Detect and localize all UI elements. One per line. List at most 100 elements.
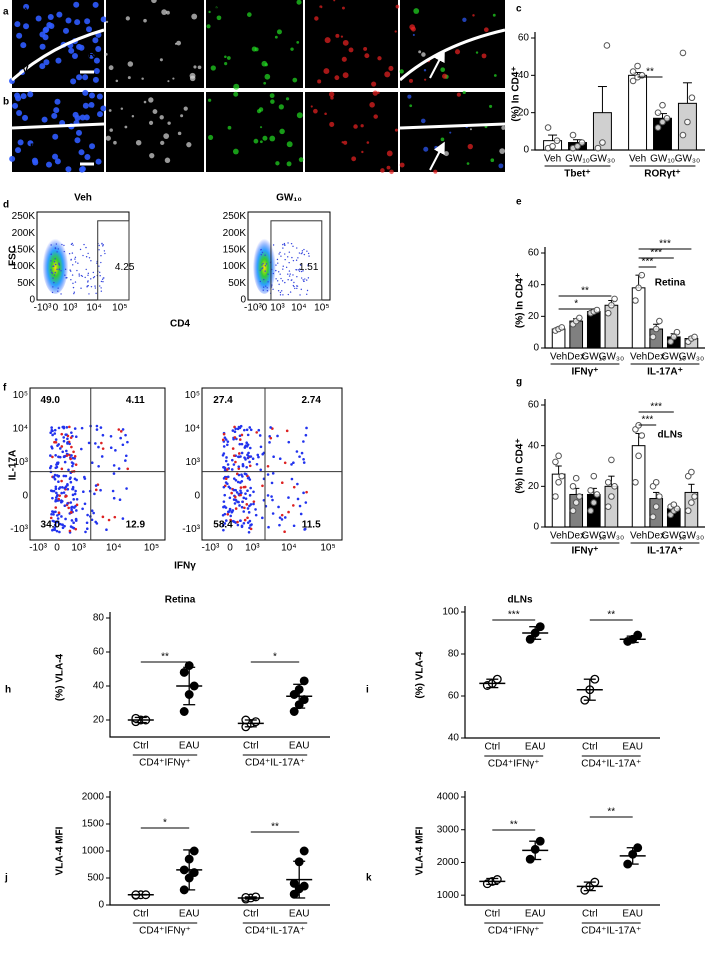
event (73, 492, 77, 496)
event (229, 514, 233, 518)
event (268, 441, 271, 444)
event (57, 487, 61, 490)
cell (193, 65, 197, 69)
x-tick-label: Dex (647, 352, 665, 363)
x-tick-label: GW₃₀ (590, 154, 615, 165)
event (277, 289, 280, 292)
event (289, 273, 291, 275)
event (51, 291, 54, 294)
panel-label: f (3, 383, 7, 394)
event (124, 454, 128, 458)
event (276, 258, 279, 261)
y-tick-label: 20 (528, 311, 540, 322)
event (271, 512, 275, 515)
cell (164, 157, 171, 164)
boundary (399, 28, 506, 82)
event (93, 276, 96, 278)
y-tick-label: 20 (528, 481, 540, 492)
cell (108, 109, 112, 112)
event (65, 449, 68, 453)
cell (208, 10, 211, 14)
chart-tag: dLNs (658, 430, 683, 441)
x-tick-label: Veh (550, 352, 567, 363)
event (70, 431, 73, 434)
event (224, 506, 228, 509)
cell (330, 96, 334, 100)
event (51, 496, 54, 500)
event (234, 460, 237, 464)
event (66, 502, 69, 505)
event (95, 428, 99, 431)
cell (27, 140, 34, 147)
event (275, 269, 277, 272)
event (70, 270, 72, 272)
cell (232, 148, 239, 155)
data-point (544, 124, 552, 131)
cell (62, 27, 69, 34)
event (64, 274, 66, 276)
data-point (679, 131, 687, 139)
event (100, 287, 102, 289)
event (230, 458, 234, 462)
event (62, 425, 66, 429)
cell (83, 114, 90, 121)
event (66, 437, 69, 441)
cell (127, 61, 134, 67)
event (243, 428, 246, 432)
cell (269, 93, 275, 99)
event (294, 287, 296, 290)
cell (467, 143, 473, 150)
event (300, 252, 303, 255)
event (248, 519, 252, 523)
cell (290, 47, 294, 51)
event (284, 244, 286, 247)
data-point (574, 142, 581, 150)
group-label: CD4⁺IL-17A⁺ (245, 926, 305, 937)
panel-label: k (366, 873, 372, 884)
cell (39, 31, 46, 38)
event (223, 436, 227, 439)
group-label: CD4⁺IL-17A⁺ (581, 759, 641, 770)
event (288, 270, 291, 272)
event (67, 468, 70, 472)
event (85, 521, 89, 525)
data-point (251, 717, 261, 727)
cell (475, 51, 479, 54)
event (280, 518, 284, 521)
y-axis-label: (%) In CD4⁺ (515, 273, 526, 328)
cell (82, 89, 89, 96)
event (66, 434, 70, 438)
event (278, 516, 282, 519)
event (52, 475, 55, 479)
event (101, 447, 105, 450)
boundary (11, 122, 105, 130)
x-tick-label: 10³ (63, 303, 78, 314)
event (70, 445, 73, 449)
cell (39, 43, 46, 50)
data-point (599, 139, 606, 146)
event (248, 426, 252, 429)
boundary (11, 28, 105, 82)
event (66, 483, 69, 487)
event (49, 516, 53, 520)
cell (12, 102, 19, 109)
event (66, 277, 68, 279)
event (278, 523, 281, 527)
event (248, 464, 252, 468)
event (70, 243, 73, 246)
event (221, 453, 225, 457)
event (280, 513, 284, 517)
event (227, 510, 230, 514)
event (119, 430, 123, 433)
event (282, 268, 284, 270)
x-tick-label: GW₁₀ (581, 531, 606, 542)
event (52, 510, 56, 514)
cell (161, 9, 167, 15)
quadrant-value: 34.0 (41, 519, 61, 530)
cell (16, 109, 23, 116)
event (269, 426, 272, 429)
data-point (632, 297, 639, 304)
event (223, 466, 227, 470)
cell (20, 93, 27, 100)
event (224, 459, 228, 463)
